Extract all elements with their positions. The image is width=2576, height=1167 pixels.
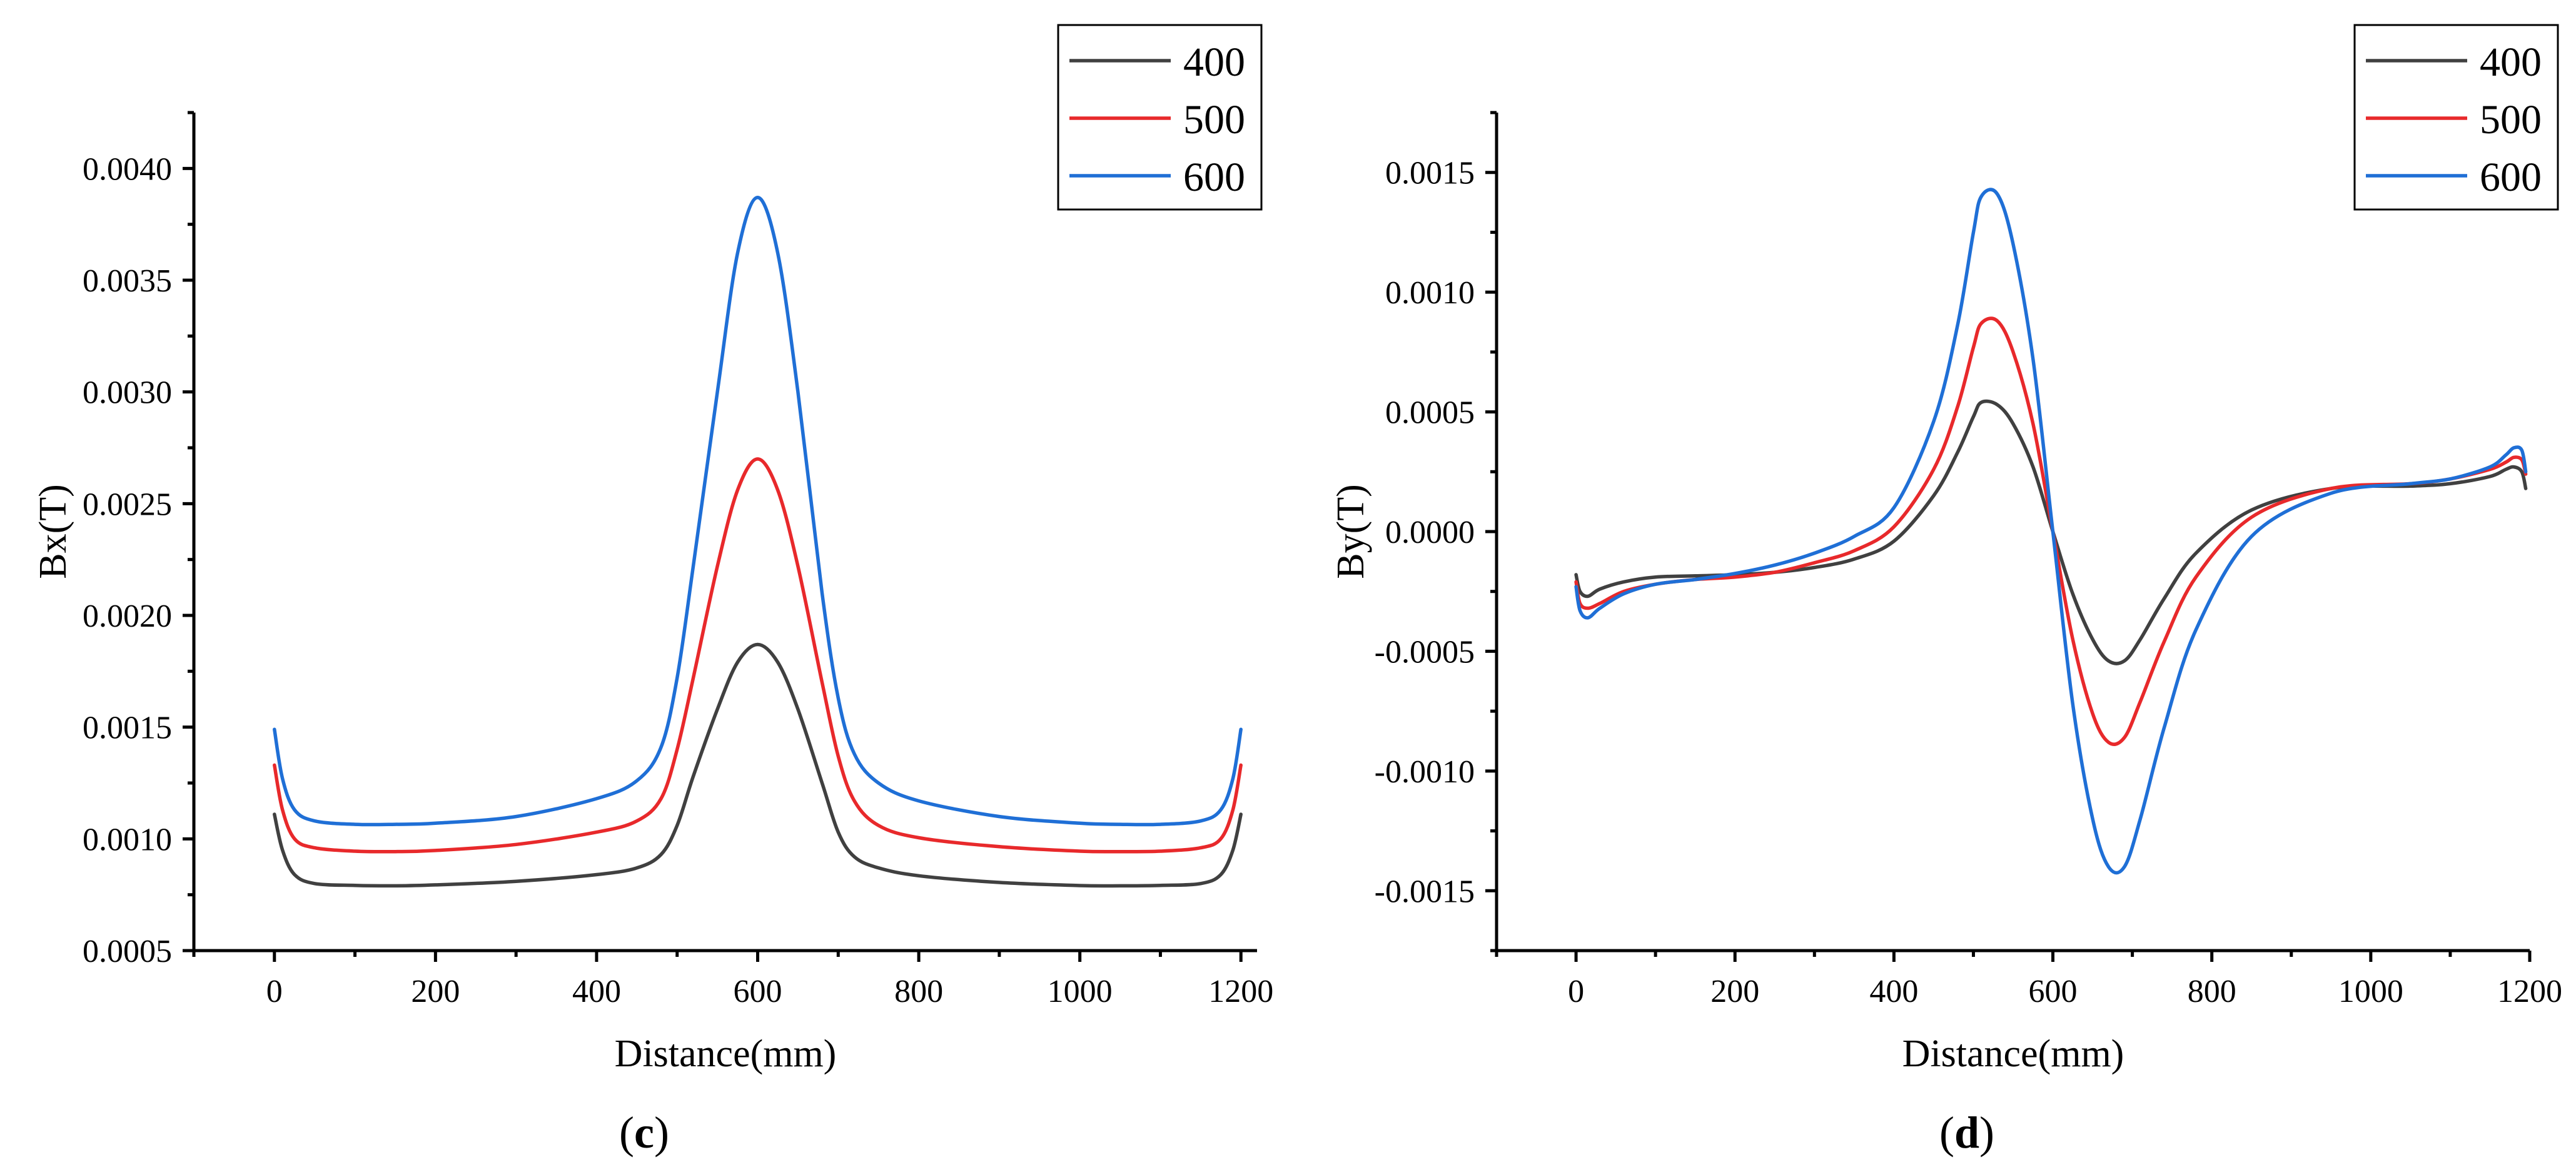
caption-close: ): [1979, 1108, 1994, 1158]
series-line-400: [1574, 399, 2528, 665]
x-tick-label: 0: [1568, 974, 1584, 1009]
series-line-500: [273, 457, 1243, 854]
y-tick-label: 0.0010: [1385, 275, 1475, 311]
x-tick-label: 600: [734, 974, 782, 1009]
legend-label: 400: [1183, 39, 1245, 85]
legend-label: 500: [2480, 97, 2542, 143]
panel-caption: (d): [1939, 1108, 1994, 1158]
x-tick-label: 1000: [2338, 974, 2403, 1009]
x-tick-label: 800: [2188, 974, 2236, 1009]
y-tick-label: 0.0015: [1385, 156, 1475, 191]
series-line-400: [273, 642, 1243, 888]
x-tick-label: 1200: [2497, 974, 2562, 1009]
y-tick-label: 0.0015: [83, 710, 172, 746]
x-tick-label: 1200: [1208, 974, 1273, 1009]
y-tick-label: 0.0005: [1385, 395, 1475, 431]
x-tick-label: 400: [572, 974, 621, 1009]
y-tick-label: -0.0015: [1375, 874, 1475, 909]
caption-open: (: [1939, 1108, 1954, 1158]
x-axis-title: Distance(mm): [615, 1033, 837, 1075]
y-tick-label: 0.0020: [83, 599, 172, 634]
caption-open: (: [619, 1108, 634, 1158]
x-tick-label: 0: [266, 974, 283, 1009]
panel-caption: (c): [619, 1108, 669, 1158]
chart-panel-c: 0 200 400 600 800 1000 1200 0.0005 0.0010 0.0015 0…: [32, 24, 1273, 1158]
legend-label: 500: [1183, 97, 1245, 143]
y-tick-label: 0.0010: [83, 822, 172, 857]
series-line-600: [1574, 188, 2528, 875]
y-tick-label: 0.0025: [83, 487, 172, 522]
series-line-500: [1574, 316, 2528, 746]
y-tick-label: 0.0040: [83, 151, 172, 187]
x-tick-label: 1000: [1048, 974, 1113, 1009]
y-tick-label: -0.0005: [1375, 634, 1475, 670]
y-tick-label: 0.0035: [83, 263, 172, 299]
caption-close: ): [654, 1108, 669, 1158]
x-tick-label: 400: [1869, 974, 1918, 1009]
y-tick-label: 0.0030: [83, 375, 172, 411]
legend-label: 600: [1183, 154, 1245, 200]
x-tick-label: 600: [2029, 974, 2078, 1009]
legend-label: 400: [2480, 39, 2542, 85]
y-axis-title: Bx(T): [32, 484, 74, 579]
legend-label: 600: [2480, 154, 2542, 200]
x-tick-label: 800: [894, 974, 943, 1009]
y-tick-label: 0.0000: [1385, 515, 1475, 550]
x-tick-label: 200: [411, 974, 460, 1009]
caption-letter: d: [1954, 1108, 1979, 1158]
x-axis-title: Distance(mm): [1902, 1033, 2124, 1075]
caption-letter: c: [634, 1108, 654, 1158]
y-tick-label: -0.0010: [1375, 754, 1475, 790]
x-tick-label: 200: [1710, 974, 1759, 1009]
y-axis-title: By(T): [1330, 484, 1372, 579]
series-line-600: [273, 196, 1243, 827]
chart-panel-d: 0 200 400 600 800 1000 1200 -0.0015 -0.0010 -0.00…: [1330, 24, 2562, 1158]
y-tick-label: 0.0005: [83, 934, 172, 969]
